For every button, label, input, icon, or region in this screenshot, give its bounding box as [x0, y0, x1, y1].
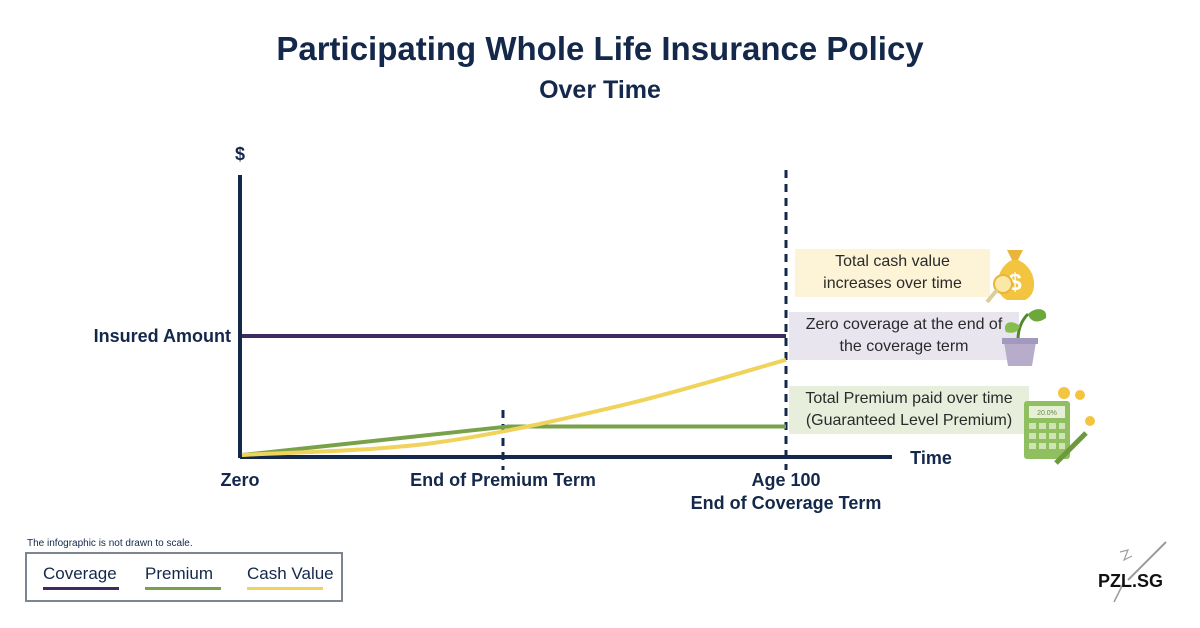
callout-cash-line-2: increases over time	[823, 275, 962, 292]
callout-premium: Total Premium paid over time (Guaranteed…	[789, 386, 1029, 434]
callout-cash-line-1: Total cash value	[835, 253, 950, 270]
callout-premium-line-2: (Guaranteed Level Premium)	[805, 412, 1013, 429]
series-line-premium	[241, 424, 786, 457]
y-axis-label: $	[235, 144, 245, 164]
legend-label-premium: Premium	[145, 564, 214, 583]
callout-coverage-line-2: the coverage term	[839, 338, 969, 355]
callout-premium-line-1: Total Premium paid over time	[805, 390, 1013, 407]
plant-pot-icon	[1002, 309, 1047, 366]
money-bag-icon: $	[985, 250, 1035, 304]
calculator-display-text: 20.0%	[1037, 410, 1057, 417]
chart-title: Participating Whole Life Insurance Polic…	[276, 30, 924, 67]
x-tick-end-of-premium-term: End of Premium Term	[410, 470, 596, 490]
legend: Coverage Premium Cash Value	[25, 552, 343, 602]
calculator-icon: 20.0%	[1024, 387, 1095, 465]
x-tick-zero: Zero	[220, 470, 259, 490]
brand-logo: PZL.SG	[1098, 571, 1164, 591]
legend-item-cash-value: Cash Value	[247, 564, 334, 590]
svg-text:$: $	[1008, 269, 1022, 296]
legend-swatch-premium	[145, 587, 221, 590]
callout-cash-value: Total cash value increases over time	[795, 249, 990, 297]
series-line-cash-value	[241, 357, 787, 457]
chart-subtitle: Over Time	[539, 76, 661, 104]
legend-label-coverage: Coverage	[43, 564, 117, 583]
x-tick-end-of-coverage-term: End of Coverage Term	[691, 493, 882, 513]
legend-item-coverage: Coverage	[43, 564, 119, 590]
y-tick-insured-amount: Insured Amount	[94, 326, 231, 346]
x-axis-label: Time	[910, 448, 952, 468]
legend-swatch-cash-value	[247, 587, 323, 590]
series-layer	[241, 334, 787, 457]
x-tick-age-100: Age 100	[751, 470, 820, 490]
pen-logo-icon	[1113, 541, 1167, 603]
disclaimer-note: The infographic is not drawn to scale.	[27, 538, 193, 549]
legend-item-premium: Premium	[145, 564, 221, 590]
callout-coverage: Zero coverage at the end of the coverage…	[789, 312, 1019, 360]
legend-swatch-coverage	[43, 587, 119, 590]
legend-label-cash-value: Cash Value	[247, 564, 334, 583]
callout-coverage-line-1: Zero coverage at the end of	[805, 316, 1003, 333]
axes	[238, 170, 892, 470]
